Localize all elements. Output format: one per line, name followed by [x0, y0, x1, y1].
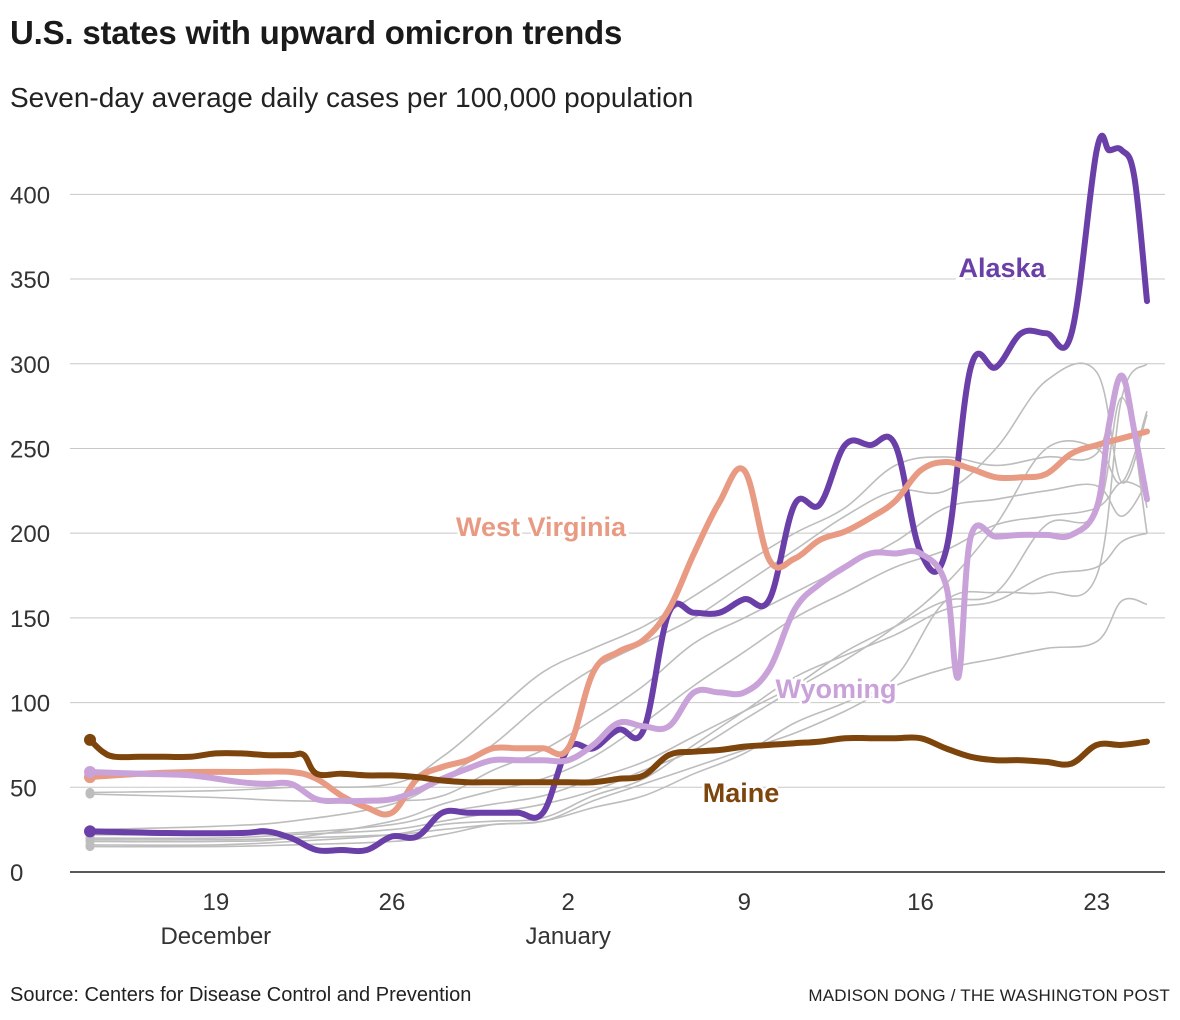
background-state-start-dot — [85, 789, 95, 799]
chart-subtitle: Seven-day average daily cases per 100,00… — [10, 82, 694, 113]
maine-label: Maine — [703, 778, 780, 808]
x-tick-label: 23 — [1083, 889, 1110, 916]
x-axis-ticks: 19 December 26 2 January 9 16 23 — [160, 889, 1110, 950]
background-state-line — [89, 396, 1148, 836]
y-tick-label: 350 — [10, 267, 50, 294]
x-tick-sublabel: January — [525, 923, 610, 950]
line-chart: 0 50 100 150 200 250 300 350 400 19 December 26 2 Ja… — [10, 132, 1165, 950]
background-state-start-dot — [85, 835, 95, 845]
x-tick-label: 9 — [738, 889, 751, 916]
background-state-lines — [85, 362, 1148, 852]
wyoming-line — [87, 372, 1150, 805]
background-state-line — [89, 532, 1148, 846]
chart-title: U.S. states with upward omicron trends — [10, 14, 623, 51]
x-tick-sublabel: December — [160, 923, 271, 950]
alaska-label: Alaska — [958, 253, 1046, 283]
y-tick-label: 100 — [10, 691, 50, 718]
y-tick-label: 300 — [10, 352, 50, 379]
maine-start-dot — [84, 733, 96, 746]
credit-line: MADISON DONG / THE WASHINGTON POST — [808, 986, 1170, 1005]
y-tick-label: 0 — [10, 860, 23, 887]
wyoming-start-dot — [84, 766, 96, 779]
maine-line — [87, 734, 1150, 786]
west-virginia-label: West Virginia — [456, 512, 627, 542]
y-tick-label: 400 — [10, 182, 50, 209]
y-tick-label: 200 — [10, 521, 50, 548]
x-tick-label: 19 — [202, 889, 229, 916]
background-state-line — [89, 597, 1148, 848]
y-tick-label: 50 — [10, 775, 37, 802]
background-state-line — [89, 410, 1148, 840]
x-tick-label: 26 — [379, 889, 406, 916]
background-state-line — [89, 378, 1148, 794]
background-state-line — [89, 363, 1148, 841]
y-tick-label: 150 — [10, 606, 50, 633]
gridlines — [70, 193, 1165, 873]
x-tick-label: 2 — [561, 889, 574, 916]
highlighted-state-lines — [84, 132, 1150, 855]
source-note: Source: Centers for Disease Control and … — [10, 984, 472, 1006]
series-labels: Alaska West Virginia Wyoming Maine — [453, 251, 1049, 811]
alaska-line — [87, 132, 1150, 855]
y-tick-label: 250 — [10, 436, 50, 463]
y-axis-ticks: 0 50 100 150 200 250 300 350 400 — [10, 182, 50, 887]
background-state-start-dot — [85, 842, 95, 852]
x-tick-label: 16 — [907, 889, 934, 916]
wyoming-label: Wyoming — [776, 674, 897, 704]
alaska-start-dot — [84, 825, 96, 838]
